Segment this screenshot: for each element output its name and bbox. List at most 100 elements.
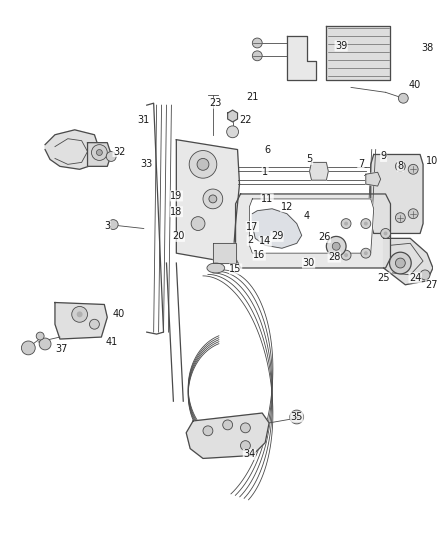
Polygon shape [213, 243, 236, 263]
Polygon shape [287, 36, 317, 80]
Circle shape [240, 423, 251, 433]
Circle shape [384, 231, 388, 236]
Polygon shape [326, 26, 391, 80]
Text: 29: 29 [271, 231, 283, 241]
Text: 12: 12 [281, 202, 293, 212]
Text: 31: 31 [138, 115, 150, 125]
Text: 32: 32 [113, 147, 125, 157]
Circle shape [72, 306, 88, 322]
Circle shape [252, 51, 262, 61]
Circle shape [203, 426, 213, 436]
Polygon shape [45, 130, 99, 169]
Circle shape [191, 217, 205, 230]
Text: 41: 41 [105, 337, 117, 347]
Text: 22: 22 [239, 115, 252, 125]
Text: 7: 7 [358, 159, 364, 169]
Polygon shape [186, 413, 269, 458]
Circle shape [326, 237, 346, 256]
Polygon shape [366, 172, 381, 186]
Circle shape [209, 195, 217, 203]
Circle shape [396, 213, 405, 223]
Circle shape [361, 219, 371, 229]
Circle shape [197, 158, 209, 170]
Circle shape [106, 151, 116, 161]
Text: 38: 38 [421, 43, 433, 53]
Text: 15: 15 [230, 264, 242, 274]
Circle shape [341, 250, 351, 260]
Text: 28: 28 [328, 252, 340, 262]
Circle shape [364, 251, 368, 255]
Text: 19: 19 [170, 191, 183, 201]
Circle shape [381, 229, 391, 238]
Text: 9: 9 [381, 151, 387, 161]
Circle shape [89, 319, 99, 329]
Circle shape [396, 161, 405, 171]
Text: 4: 4 [304, 211, 310, 221]
Text: 34: 34 [243, 449, 255, 459]
Polygon shape [177, 140, 240, 263]
Circle shape [408, 164, 418, 174]
Circle shape [399, 93, 408, 103]
Circle shape [396, 258, 405, 268]
Text: 24: 24 [409, 273, 421, 283]
Polygon shape [310, 163, 328, 180]
Text: 10: 10 [426, 156, 438, 166]
Text: 2: 2 [247, 236, 254, 245]
Text: 11: 11 [261, 194, 273, 204]
Circle shape [96, 150, 102, 156]
Polygon shape [252, 209, 302, 248]
Ellipse shape [207, 263, 225, 273]
Text: 23: 23 [210, 98, 222, 108]
Text: 6: 6 [264, 144, 270, 155]
Text: 37: 37 [56, 344, 68, 354]
Text: 8: 8 [397, 161, 403, 171]
Circle shape [108, 220, 118, 230]
Circle shape [21, 341, 35, 355]
Polygon shape [384, 238, 433, 285]
Text: 27: 27 [426, 280, 438, 290]
Text: 40: 40 [409, 80, 421, 91]
Text: 35: 35 [290, 412, 303, 422]
Circle shape [227, 126, 239, 138]
Polygon shape [88, 143, 111, 166]
Circle shape [332, 243, 340, 250]
Circle shape [420, 270, 430, 280]
Circle shape [344, 222, 348, 225]
Text: 40: 40 [113, 309, 125, 319]
Text: 33: 33 [141, 159, 153, 169]
Circle shape [364, 222, 368, 225]
Text: 26: 26 [318, 232, 331, 243]
Text: 14: 14 [259, 236, 271, 246]
Polygon shape [228, 110, 237, 122]
Polygon shape [249, 199, 374, 253]
Text: 17: 17 [246, 222, 258, 231]
Text: 39: 39 [335, 41, 347, 51]
Circle shape [361, 248, 371, 258]
Circle shape [223, 420, 233, 430]
Polygon shape [236, 194, 391, 268]
Text: 1: 1 [262, 167, 268, 177]
Polygon shape [55, 303, 107, 339]
Text: 25: 25 [377, 273, 390, 283]
Circle shape [203, 189, 223, 209]
Text: 5: 5 [307, 155, 313, 164]
Circle shape [36, 332, 44, 340]
Polygon shape [371, 155, 423, 233]
Circle shape [189, 150, 217, 178]
Circle shape [77, 311, 83, 317]
Text: 3: 3 [104, 221, 110, 231]
Circle shape [240, 441, 251, 450]
Circle shape [290, 410, 304, 424]
Circle shape [252, 38, 262, 48]
Circle shape [92, 144, 107, 160]
Circle shape [389, 252, 411, 274]
Circle shape [408, 209, 418, 219]
Circle shape [341, 219, 351, 229]
Text: 16: 16 [253, 250, 265, 260]
Text: 20: 20 [172, 231, 184, 241]
Circle shape [39, 338, 51, 350]
Circle shape [344, 253, 348, 257]
Text: 18: 18 [170, 207, 183, 217]
Text: 30: 30 [303, 258, 315, 268]
Text: 21: 21 [246, 92, 258, 102]
